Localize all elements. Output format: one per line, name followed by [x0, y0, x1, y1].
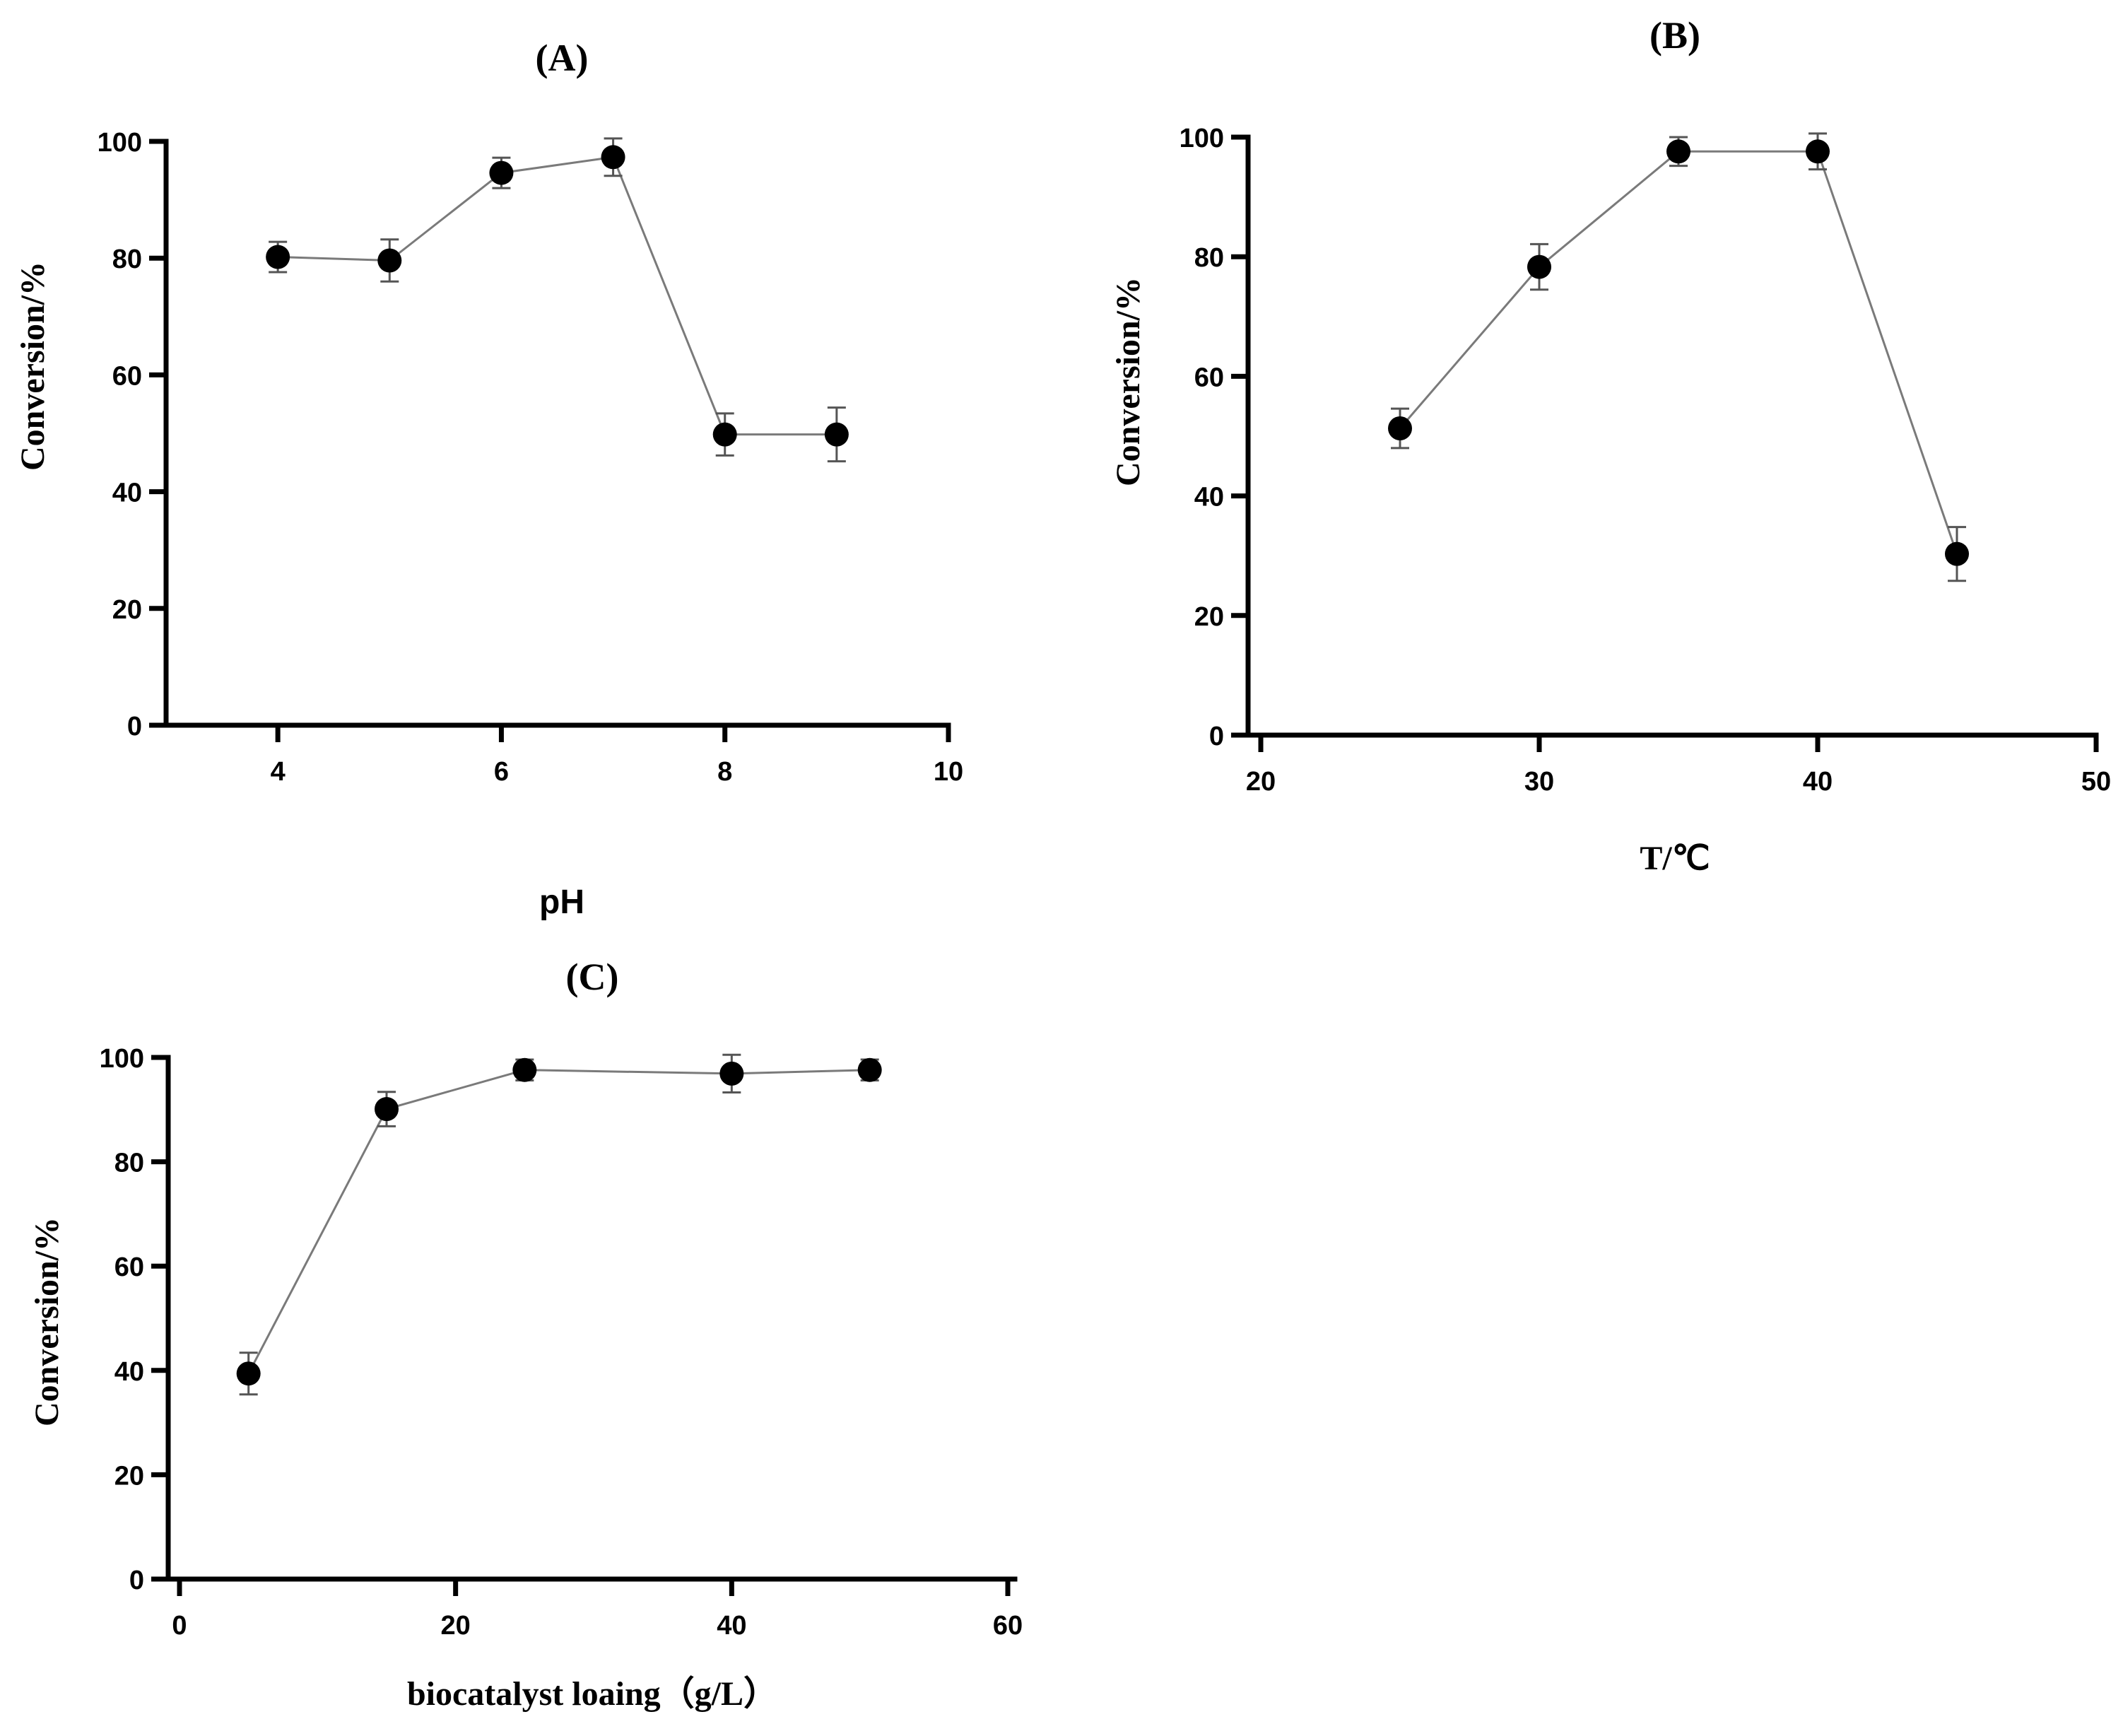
x-axis-label: pH — [539, 884, 584, 921]
series-line — [247, 1069, 870, 1374]
y-tick-label: 40 — [112, 479, 142, 508]
data-point — [489, 160, 514, 185]
data-point — [512, 1057, 537, 1082]
x-tick-label: 40 — [717, 1611, 746, 1641]
y-tick-label: 40 — [1194, 483, 1224, 512]
y-tick-label: 20 — [112, 595, 142, 625]
data-point — [1666, 139, 1690, 164]
x-tick-label: 6 — [494, 757, 509, 787]
data-point — [1945, 541, 1969, 566]
data-point — [712, 422, 737, 447]
y-tick-label: 20 — [114, 1461, 144, 1491]
data-point — [1388, 416, 1412, 441]
data-point — [857, 1057, 882, 1082]
x-tick-label: 20 — [441, 1611, 471, 1641]
x-tick-label: 0 — [172, 1611, 187, 1641]
data-point — [601, 145, 625, 170]
data-point — [266, 245, 290, 269]
y-tick-label: 100 — [98, 128, 142, 158]
x-tick-label: 60 — [993, 1611, 1023, 1641]
x-tick-label: 40 — [1803, 767, 1833, 797]
x-tick-label: 10 — [934, 757, 963, 787]
series-line — [278, 156, 837, 436]
y-tick-label: 20 — [1194, 602, 1224, 632]
data-point — [377, 248, 402, 273]
chart-title: (B) — [1649, 14, 1700, 57]
x-axis-label: T/℃ — [1640, 840, 1710, 877]
y-tick-label: 40 — [114, 1357, 144, 1387]
y-tick-label: 0 — [1209, 722, 1224, 751]
data-point — [1527, 254, 1551, 279]
y-tick-label: 80 — [112, 245, 142, 274]
y-tick-label: 100 — [100, 1044, 144, 1074]
x-tick-label: 8 — [717, 757, 732, 787]
data-point — [236, 1361, 261, 1386]
x-tick-label: 4 — [271, 757, 286, 787]
chart-title: (A) — [536, 37, 589, 79]
y-tick-label: 60 — [1194, 363, 1224, 392]
y-tick-label: 60 — [114, 1253, 144, 1282]
data-point — [719, 1061, 744, 1086]
y-tick-label: 80 — [1194, 243, 1224, 273]
data-point — [1806, 139, 1830, 164]
data-point — [375, 1097, 399, 1122]
series-line — [1399, 150, 1958, 555]
chart-title: (C) — [566, 956, 619, 998]
x-axis-label: biocatalyst loaing（g/L） — [407, 1675, 777, 1713]
x-tick-label: 50 — [2081, 767, 2111, 797]
y-tick-label: 100 — [1180, 124, 1224, 153]
x-tick-label: 20 — [1246, 767, 1276, 797]
y-axis-label: Conversion/% — [1110, 277, 1147, 486]
panel-c: (C) 0 20 40 60 80 100 0 20 40 60 biocatalyst loaing… — [28, 956, 1023, 1713]
y-tick-label: 80 — [114, 1149, 144, 1178]
panel-a: (A) 0 20 40 60 80 100 4 6 8 10 pH Conversion/% — [14, 37, 963, 921]
y-axis-label: Conversion/% — [28, 1217, 66, 1426]
y-tick-label: 0 — [127, 712, 142, 741]
data-point — [824, 422, 849, 447]
panel-b: (B) 0 20 40 60 80 100 20 30 40 50 T/℃ Conversion/% — [1110, 14, 2111, 877]
y-axis-label: Conversion/% — [14, 262, 52, 471]
x-tick-label: 30 — [1524, 767, 1554, 797]
y-tick-label: 60 — [112, 361, 142, 391]
y-tick-label: 0 — [129, 1566, 144, 1595]
